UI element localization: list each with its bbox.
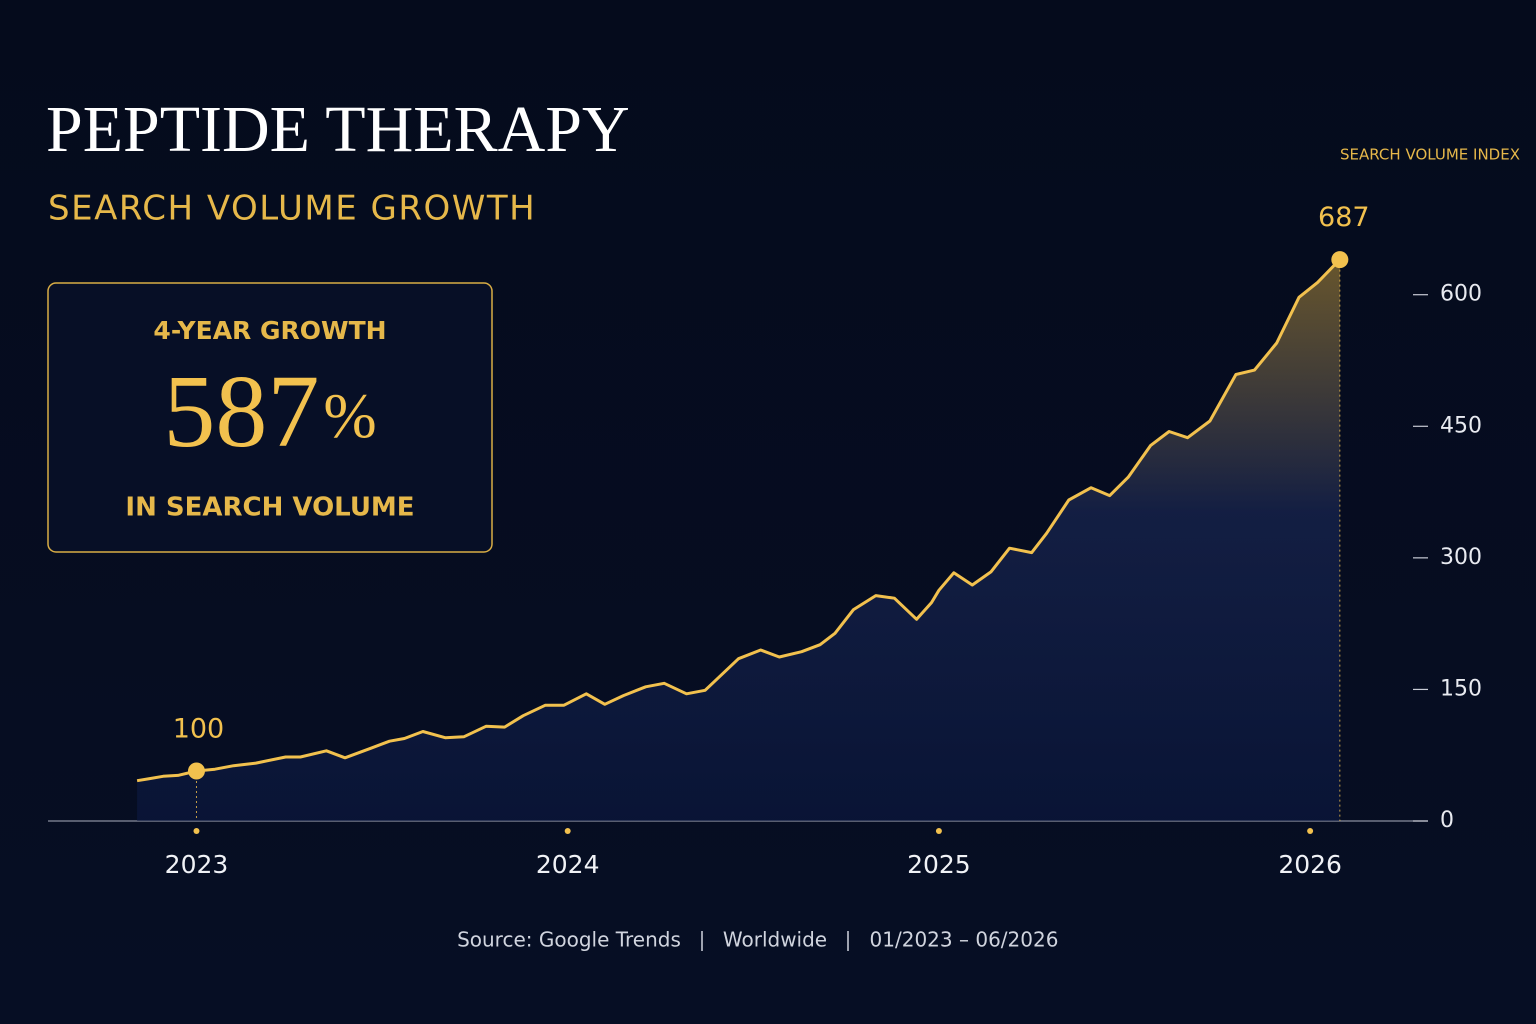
source: Source: Google Trends Worldwide 01/2023 … bbox=[457, 928, 1058, 952]
y-tick-label: 300 bbox=[1440, 545, 1482, 570]
y-tick-label: 600 bbox=[1440, 282, 1482, 307]
y-tick-label: 150 bbox=[1440, 676, 1482, 701]
kpi-caption: IN SEARCH VOLUME bbox=[125, 493, 414, 523]
x-tick-label: 2024 bbox=[536, 850, 600, 879]
area bbox=[137, 259, 1340, 822]
annotation: 687 bbox=[1318, 202, 1370, 233]
y-tick-label: 450 bbox=[1440, 413, 1482, 438]
x-tick bbox=[193, 828, 200, 834]
y-axis-label: SEARCH VOLUME INDEX bbox=[1340, 146, 1520, 164]
y-tick-label: 0 bbox=[1440, 808, 1454, 833]
highlight-point bbox=[1331, 251, 1349, 269]
kpi-value: 587% bbox=[163, 354, 376, 469]
x-tick-label: 2026 bbox=[1278, 850, 1342, 879]
x-tick-label: 2025 bbox=[907, 850, 971, 879]
x-tick bbox=[935, 828, 942, 834]
source-text: Worldwide bbox=[723, 928, 827, 952]
highlight-point bbox=[187, 762, 205, 780]
x-tick bbox=[1307, 828, 1314, 834]
x-tick-label: 2023 bbox=[165, 850, 229, 879]
kpi-unit: % bbox=[323, 380, 376, 451]
source-text: 01/2023 – 06/2026 bbox=[870, 928, 1059, 952]
chart-subtitle: SEARCH VOLUME GROWTH bbox=[48, 189, 536, 229]
line bbox=[136, 258, 1341, 783]
x-tick bbox=[564, 828, 571, 834]
kpi-number: 587 bbox=[163, 354, 319, 469]
kpi-label: 4-YEAR GROWTH bbox=[153, 316, 386, 345]
kpi-box bbox=[47, 282, 493, 553]
annotation: 100 bbox=[173, 714, 225, 745]
chart-title: PEPTIDE THERAPY bbox=[46, 93, 630, 166]
source-text: Source: Google Trends bbox=[457, 928, 681, 952]
